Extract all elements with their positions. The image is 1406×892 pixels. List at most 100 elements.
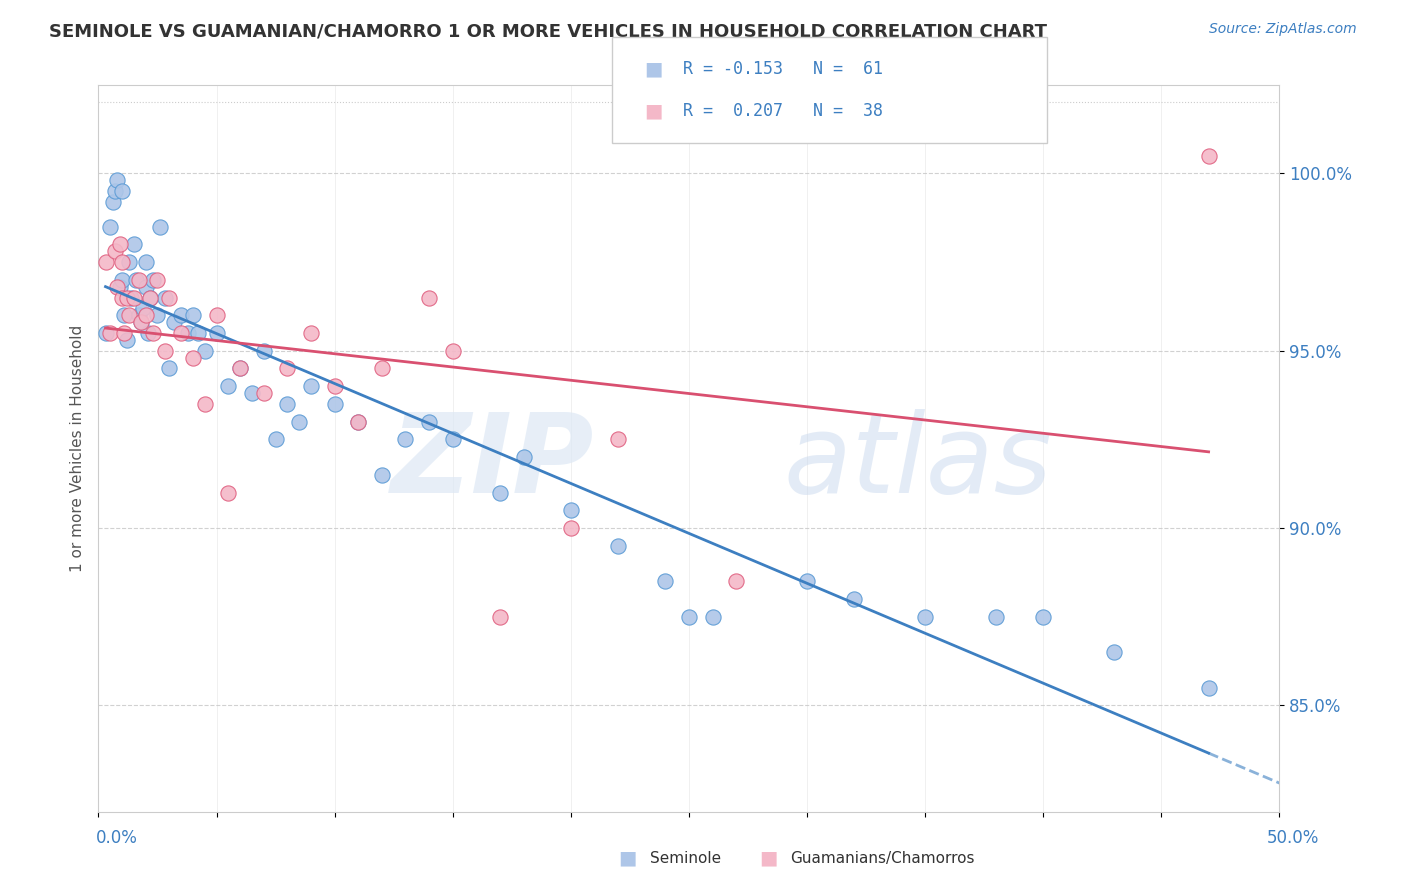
Point [984,609,1007,624]
Text: Guamanians/Chamorros: Guamanians/Chamorros [790,851,974,865]
Point [796,574,818,589]
Point [253,343,276,358]
Point [129,315,152,329]
Point [129,315,152,329]
Text: Source: ZipAtlas.com: Source: ZipAtlas.com [1209,22,1357,37]
Point [136,326,159,340]
Point [98,326,121,340]
Point [181,351,204,365]
Point [104,184,127,198]
Point [217,485,239,500]
Point [654,574,676,589]
Point [725,574,748,589]
Point [105,173,128,187]
Point [394,433,416,447]
Point [108,237,131,252]
Point [125,273,148,287]
Point [111,255,134,269]
Point [121,291,143,305]
Point [115,291,138,305]
Point [441,343,464,358]
Point [128,273,150,287]
Point [347,415,370,429]
Point [1198,681,1220,695]
Point [607,539,630,553]
Point [98,219,121,234]
Point [112,308,135,322]
Point [418,415,440,429]
Point [194,397,217,411]
Point [489,609,512,624]
Text: ■: ■ [644,60,662,78]
Point [217,379,239,393]
Point [177,326,200,340]
Point [323,379,346,393]
Point [1198,149,1220,163]
Point [146,308,169,322]
Point [205,308,228,322]
Point [111,291,134,305]
Point [142,326,165,340]
Point [371,467,394,482]
Point [1032,609,1054,624]
Point [607,433,630,447]
Point [157,361,180,376]
Point [111,273,134,287]
Point [122,237,145,252]
Point [149,219,172,234]
Point [323,397,346,411]
Text: atlas: atlas [783,409,1052,516]
Text: ■: ■ [759,848,778,868]
Point [135,280,157,294]
Text: 0.0%: 0.0% [96,829,138,847]
Point [229,361,252,376]
Point [94,326,117,340]
Point [371,361,394,376]
Point [163,315,186,329]
Point [115,333,138,347]
Point [104,244,127,259]
Point [1102,645,1125,659]
Point [128,308,150,322]
Point [170,308,193,322]
Point [276,397,298,411]
Point [512,450,534,464]
Point [276,361,298,376]
Y-axis label: 1 or more Vehicles in Household: 1 or more Vehicles in Household [69,325,84,572]
Point [299,379,322,393]
Point [205,326,228,340]
Point [253,386,276,401]
Point [153,343,176,358]
Text: SEMINOLE VS GUAMANIAN/CHAMORRO 1 OR MORE VEHICLES IN HOUSEHOLD CORRELATION CHART: SEMINOLE VS GUAMANIAN/CHAMORRO 1 OR MORE… [49,22,1047,40]
Point [560,503,582,517]
Point [194,343,217,358]
Point [678,609,700,624]
Point [347,415,370,429]
Point [288,415,311,429]
Point [441,433,464,447]
Point [299,326,322,340]
Point [111,184,134,198]
Point [108,280,131,294]
Point [418,291,440,305]
Text: R =  0.207   N =  38: R = 0.207 N = 38 [683,103,883,120]
Text: ■: ■ [644,102,662,120]
Point [135,255,157,269]
Point [118,255,141,269]
Point [914,609,936,624]
Text: R = -0.153   N =  61: R = -0.153 N = 61 [683,60,883,78]
Point [170,326,193,340]
Point [187,326,209,340]
Point [132,301,155,315]
Point [560,521,582,535]
Point [153,291,176,305]
Text: Seminole: Seminole [650,851,721,865]
Text: ■: ■ [619,848,637,868]
Point [702,609,724,624]
Point [240,386,263,401]
Point [146,273,169,287]
Point [181,308,204,322]
Point [139,291,162,305]
Point [139,291,162,305]
Point [142,273,165,287]
